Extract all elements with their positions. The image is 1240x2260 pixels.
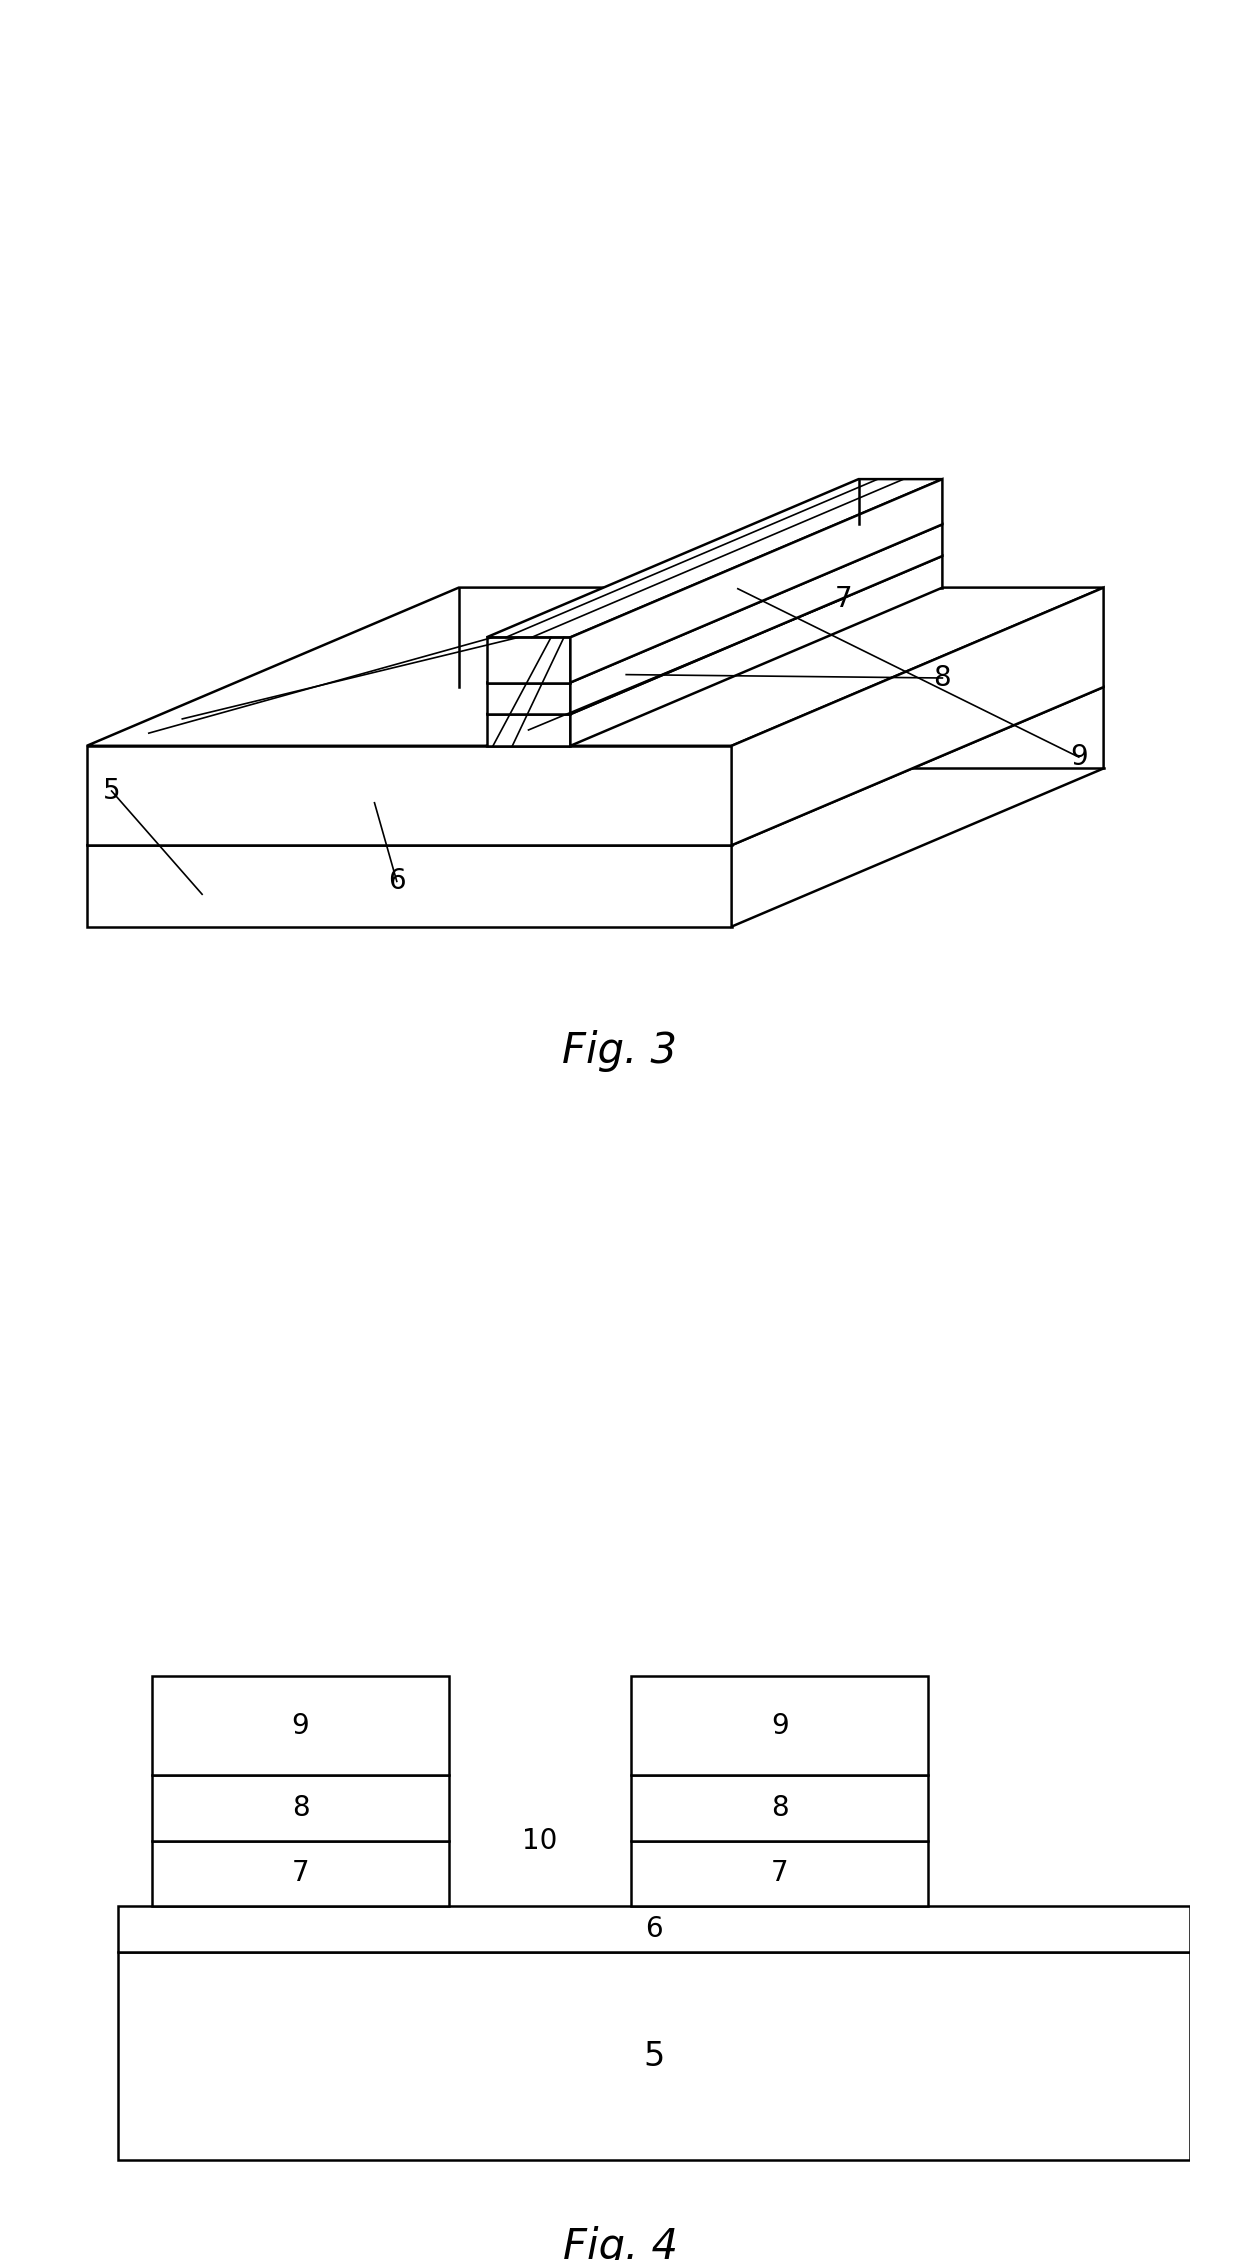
- Polygon shape: [732, 588, 1104, 845]
- Text: 7: 7: [291, 1860, 310, 1887]
- Polygon shape: [486, 479, 942, 637]
- Text: 5: 5: [644, 2039, 665, 2072]
- Text: 9: 9: [1070, 744, 1087, 771]
- Text: 5: 5: [103, 777, 120, 805]
- Bar: [631, 1774, 928, 1840]
- Text: 9: 9: [291, 1711, 310, 1740]
- Text: 9: 9: [771, 1711, 789, 1740]
- Text: 10: 10: [522, 1826, 558, 1855]
- Bar: [631, 1840, 928, 1905]
- Text: Fig. 3: Fig. 3: [563, 1031, 677, 1071]
- Bar: [118, 1953, 1190, 2161]
- Text: 8: 8: [934, 664, 951, 692]
- Text: 8: 8: [771, 1794, 789, 1822]
- Text: 7: 7: [835, 585, 852, 612]
- Polygon shape: [87, 588, 1104, 746]
- Bar: [631, 1677, 928, 1774]
- Text: 6: 6: [645, 1914, 663, 1944]
- Text: 7: 7: [771, 1860, 789, 1887]
- Bar: [153, 1774, 449, 1840]
- Polygon shape: [486, 524, 942, 683]
- Bar: [153, 1677, 449, 1774]
- Text: Fig. 4: Fig. 4: [563, 2226, 677, 2260]
- Polygon shape: [87, 845, 732, 927]
- Polygon shape: [570, 479, 942, 683]
- Text: 6: 6: [388, 868, 405, 895]
- Polygon shape: [732, 687, 1104, 927]
- Polygon shape: [87, 746, 732, 845]
- Polygon shape: [486, 556, 942, 714]
- Bar: [118, 1905, 1190, 1953]
- Bar: [153, 1840, 449, 1905]
- Polygon shape: [486, 637, 570, 683]
- Polygon shape: [570, 524, 942, 714]
- Polygon shape: [87, 687, 1104, 845]
- Polygon shape: [486, 714, 570, 746]
- Text: 8: 8: [291, 1794, 310, 1822]
- Polygon shape: [570, 556, 942, 746]
- Polygon shape: [486, 683, 570, 714]
